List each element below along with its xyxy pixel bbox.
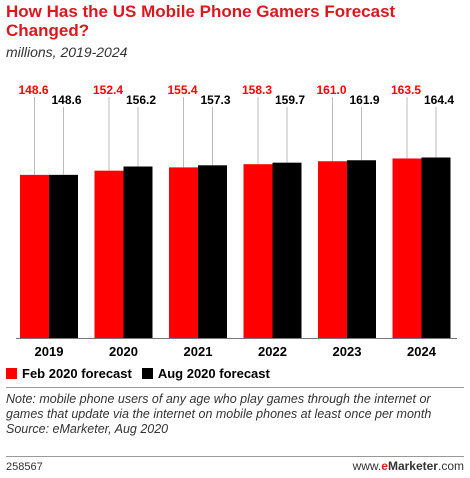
- chart-subtitle: millions, 2019-2024: [6, 44, 128, 60]
- data-label-feb-2019: 148.6: [18, 83, 48, 97]
- x-tick-2021: 2021: [184, 344, 213, 359]
- data-label-feb-2022: 158.3: [242, 83, 272, 97]
- bar-aug-2019: [49, 174, 78, 338]
- emarketer-url[interactable]: www.eMarketer.com: [353, 459, 464, 473]
- bar-aug-2020: [123, 166, 153, 338]
- chart-id: 258567: [6, 461, 43, 473]
- bar-aug-2023: [347, 160, 376, 338]
- legend-label-aug: Aug 2020 forecast: [157, 366, 270, 381]
- bar-feb-2024: [392, 158, 422, 338]
- chart-title: How Has the US Mobile Phone Gamers Forec…: [6, 2, 396, 40]
- divider-top: [6, 387, 464, 388]
- bar-aug-2024: [421, 157, 451, 338]
- bar-feb-2020: [94, 170, 124, 338]
- data-label-aug-2020: 156.2: [126, 93, 156, 107]
- bar-aug-2021: [198, 165, 227, 338]
- brand-name: Marketer: [387, 459, 438, 473]
- note-text: Note: mobile phone users of any age who …: [6, 392, 432, 421]
- x-tick-2019: 2019: [35, 344, 64, 359]
- brand-suffix: .com: [437, 459, 464, 473]
- legend-item-aug: Aug 2020 forecast: [141, 366, 270, 381]
- bar-feb-2022: [243, 164, 273, 338]
- x-tick-2024: 2024: [407, 344, 437, 359]
- legend-label-feb: Feb 2020 forecast: [22, 366, 132, 381]
- brand-e: e: [381, 459, 388, 473]
- chart-notes: Note: mobile phone users of any age who …: [6, 392, 461, 437]
- data-label-aug-2024: 164.4: [424, 93, 454, 107]
- data-label-feb-2020: 152.4: [93, 83, 123, 97]
- data-label-feb-2024: 163.5: [391, 83, 421, 97]
- legend-item-feb: Feb 2020 forecast: [6, 366, 132, 381]
- x-tick-2022: 2022: [258, 344, 287, 359]
- data-label-aug-2019: 148.6: [51, 93, 81, 107]
- brand-prefix: www.: [352, 459, 382, 473]
- legend-swatch-aug: [141, 368, 153, 379]
- data-label-feb-2023: 161.0: [316, 83, 346, 97]
- data-label-feb-2021: 155.4: [167, 83, 197, 97]
- x-tick-2023: 2023: [333, 344, 362, 359]
- source-text: Source: eMarketer, Aug 2020: [6, 422, 169, 436]
- x-tick-2020: 2020: [109, 344, 138, 359]
- chart-legend: Feb 2020 forecast Aug 2020 forecast: [6, 366, 280, 381]
- bar-feb-2021: [169, 167, 198, 338]
- data-label-aug-2022: 159.7: [275, 93, 305, 107]
- legend-swatch-feb: [6, 368, 17, 379]
- data-label-aug-2021: 157.3: [200, 93, 230, 107]
- divider-bottom: [6, 456, 464, 457]
- bar-feb-2023: [318, 161, 347, 338]
- data-label-aug-2023: 161.9: [349, 93, 379, 107]
- bar-feb-2019: [20, 174, 49, 338]
- bar-aug-2022: [272, 162, 302, 338]
